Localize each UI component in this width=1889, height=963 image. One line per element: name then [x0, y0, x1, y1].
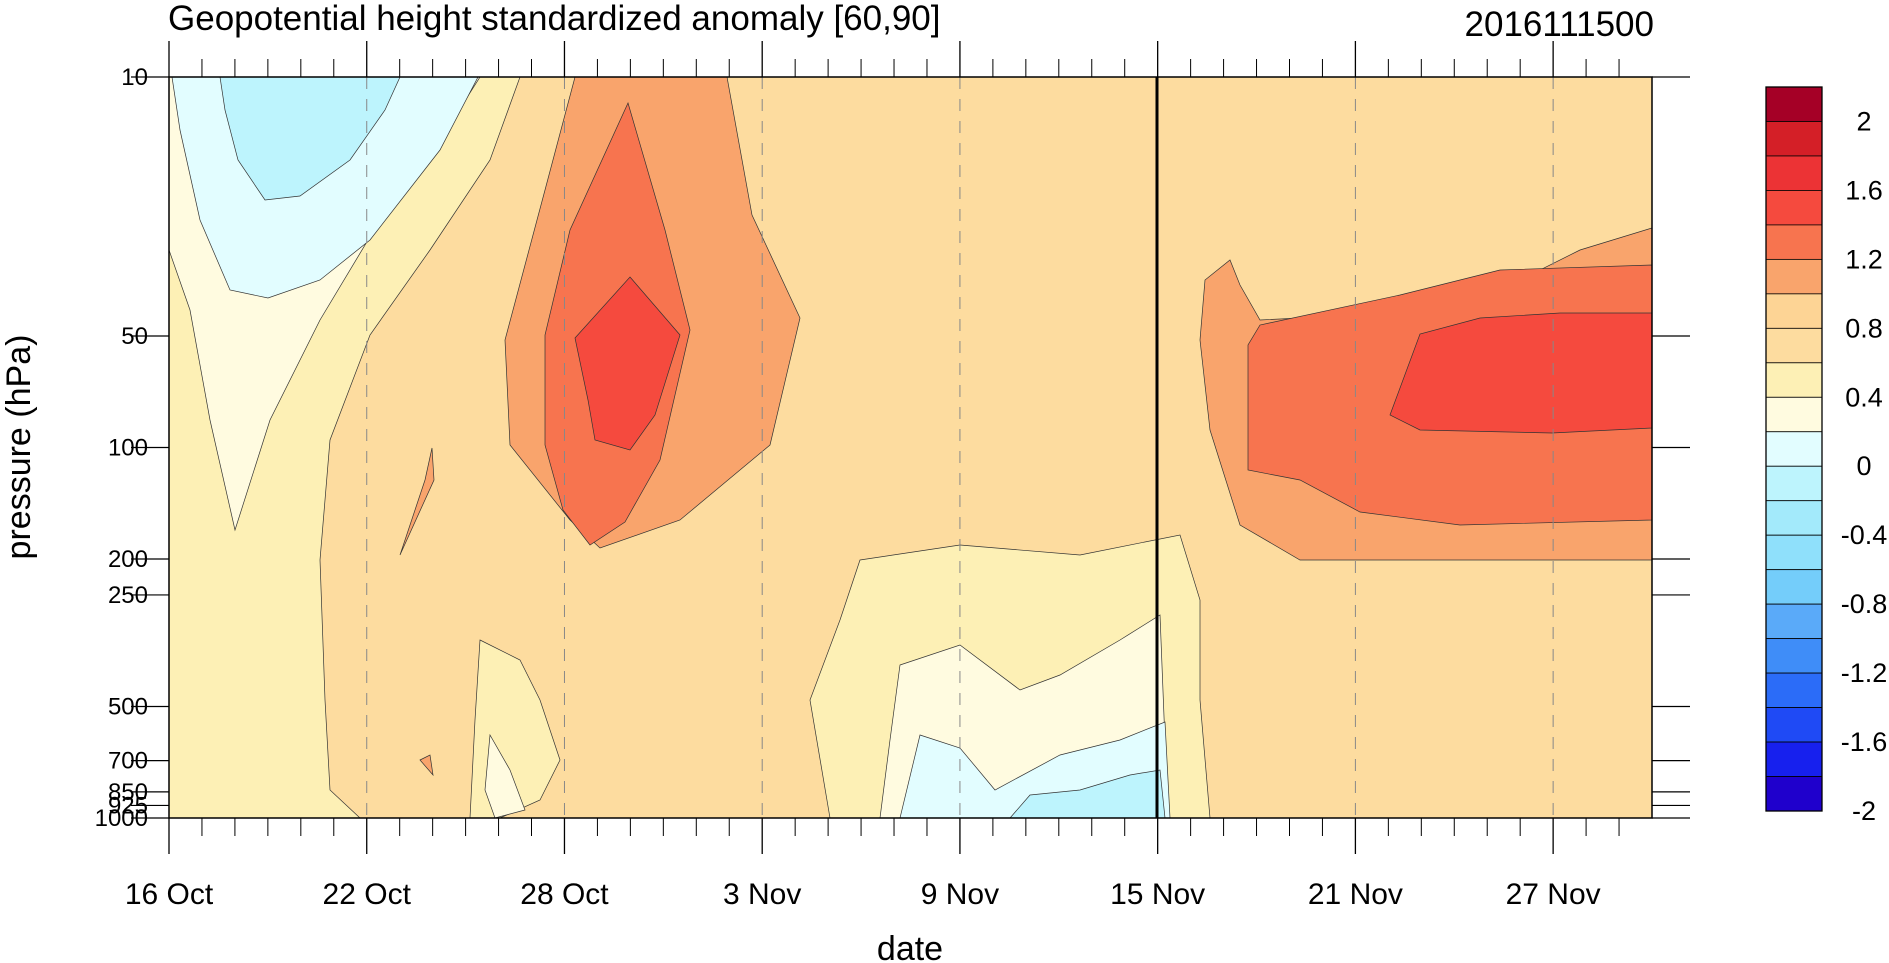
- x-tick-label: 28 Oct: [520, 878, 609, 911]
- colorbar-swatch: [1765, 327, 1823, 364]
- contour-sliver-2: [419, 754, 434, 777]
- x-tick-label: 16 Oct: [125, 878, 214, 911]
- contour-band-cyan-2: [219, 77, 401, 201]
- colorbar-swatch: [1765, 362, 1823, 398]
- colorbar-label: -2: [1852, 796, 1876, 826]
- y-tick-label: 925: [108, 792, 148, 819]
- x-tick-label: 22 Oct: [323, 878, 412, 911]
- colorbar-label: 1.2: [1845, 244, 1883, 274]
- y-tick-label: 100: [108, 435, 148, 462]
- colorbar-swatch: [1765, 500, 1823, 536]
- colorbar-label: 0: [1856, 451, 1871, 481]
- y-tick-label: 50: [121, 323, 148, 350]
- y-tick-label: 850: [108, 779, 148, 806]
- colorbar: 2 1.6 1.2 0.8 0.4 0 -0.4 -0.8 -1.2 -1.6 -2: [1765, 86, 1888, 826]
- colorbar-swatch: [1765, 707, 1823, 743]
- y-tick-label: 250: [108, 582, 148, 609]
- x-axis-label: date: [877, 930, 943, 963]
- colorbar-label: 0.4: [1845, 382, 1883, 412]
- y-tick-label: 10: [121, 64, 148, 91]
- colorbar-swatch: [1765, 121, 1823, 157]
- x-axis: 16 Oct 22 Oct 28 Oct 3 Nov 9 Nov 15 Nov 21 Nov…: [125, 41, 1620, 911]
- y-axis-label: pressure (hPa): [0, 335, 38, 560]
- colorbar-swatch: [1765, 534, 1823, 571]
- colorbar-label: 1.6: [1845, 175, 1883, 205]
- colorbar-label: -1.2: [1841, 658, 1888, 688]
- colorbar-swatch: [1765, 155, 1823, 191]
- contour-band-deep-red-1: [574, 276, 681, 451]
- colorbar-swatch: [1765, 293, 1823, 329]
- contour-band-deep-red-2: [1389, 312, 1652, 434]
- plot-area: [169, 77, 1652, 818]
- x-tick-label: 27 Nov: [1506, 878, 1601, 911]
- colorbar-swatch: [1765, 431, 1823, 467]
- y-tick-label: 1000: [95, 805, 148, 832]
- colorbar-swatch: [1765, 258, 1823, 295]
- colorbar-swatch: [1765, 86, 1823, 122]
- contour-sliver-1: [399, 447, 435, 556]
- colorbar-swatch: [1765, 672, 1823, 708]
- colorbar-label: 0.8: [1845, 313, 1883, 343]
- x-tick-label: 15 Nov: [1110, 878, 1205, 911]
- y-tick-label: 500: [108, 693, 148, 720]
- y-tick-label: 200: [108, 546, 148, 573]
- colorbar-label: -0.8: [1841, 589, 1888, 619]
- colorbar-swatch: [1765, 396, 1823, 433]
- colorbar-label: 2: [1856, 106, 1871, 136]
- run-label: 2016111500: [1465, 5, 1654, 44]
- y-tick-label: 700: [108, 748, 148, 775]
- chart-title: Geopotential height standardized anomaly…: [168, 0, 940, 38]
- colorbar-swatch: [1765, 638, 1823, 674]
- colorbar-swatch: [1765, 190, 1823, 226]
- colorbar-swatch: [1765, 741, 1823, 777]
- colorbar-swatch: [1765, 465, 1823, 502]
- colorbar-swatch: [1765, 776, 1823, 812]
- contour-band-cyan-4: [1009, 769, 1166, 818]
- colorbar-swatch: [1765, 603, 1823, 640]
- x-tick-label: 9 Nov: [921, 878, 999, 911]
- x-tick-label: 3 Nov: [723, 878, 801, 911]
- colorbar-frame: [1765, 86, 1823, 812]
- colorbar-label: -1.6: [1841, 727, 1888, 757]
- colorbar-swatch: [1765, 224, 1823, 260]
- x-grid-dashes: [366, 77, 1554, 818]
- x-tick-label: 21 Nov: [1308, 878, 1403, 911]
- contour-band-lightest-3: [484, 733, 526, 818]
- colorbar-label: -0.4: [1841, 520, 1888, 550]
- colorbar-swatch: [1765, 569, 1823, 605]
